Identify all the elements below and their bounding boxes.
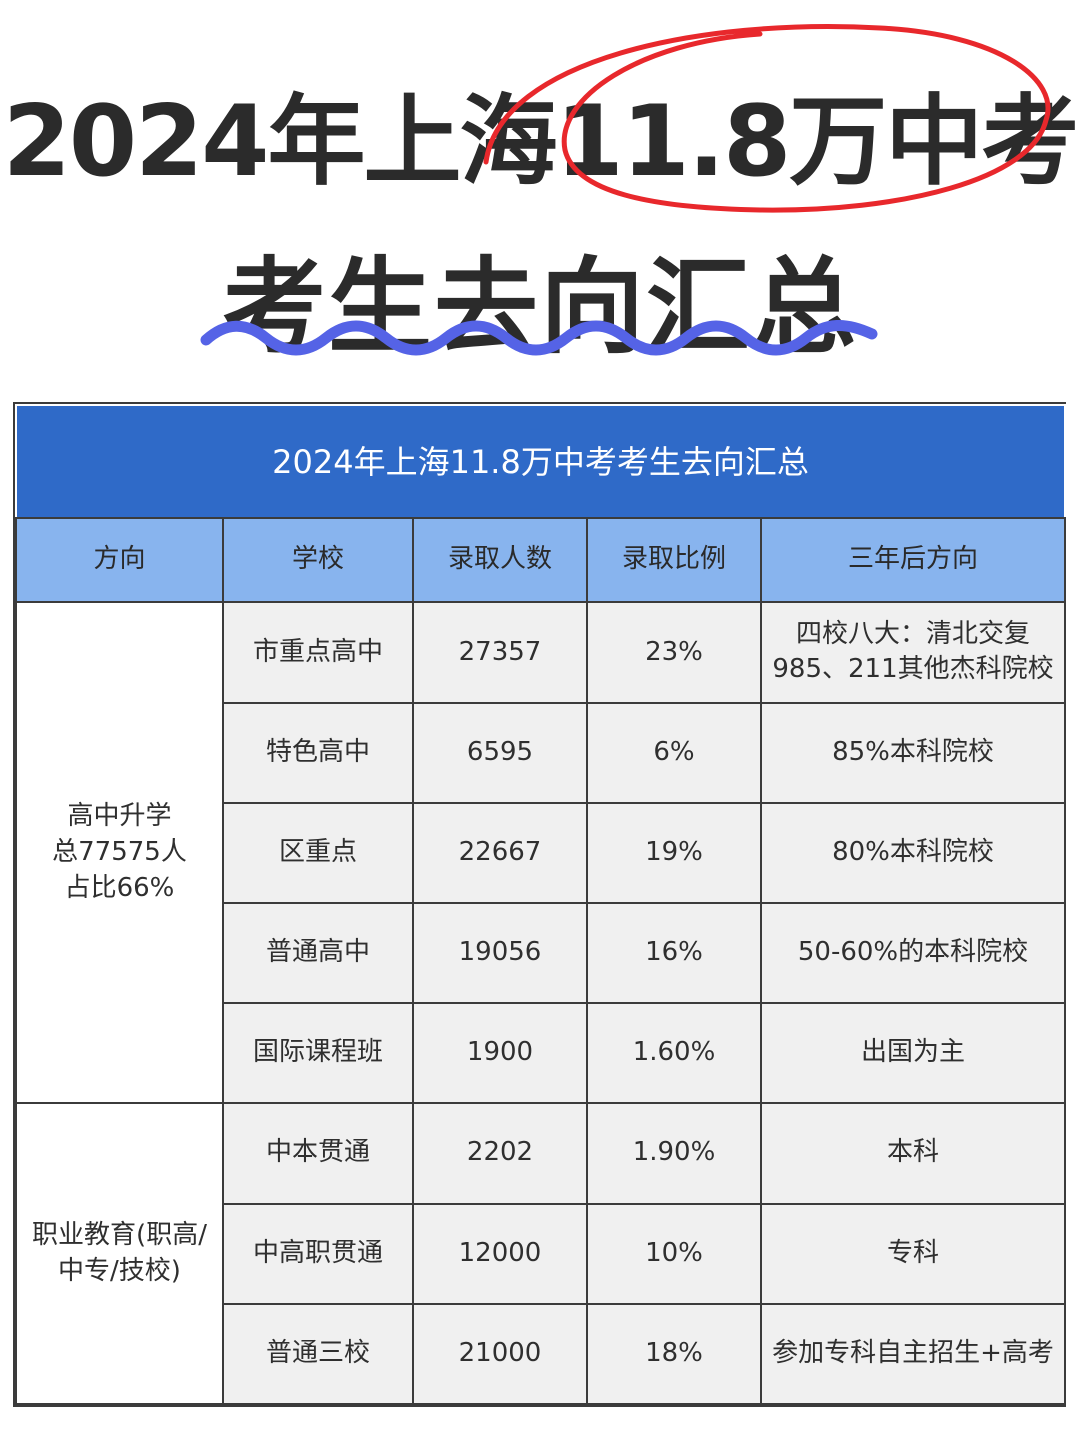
- destination-cell: 80%本科院校: [760, 801, 1066, 904]
- admitted-cell: 27357: [412, 601, 588, 704]
- admitted-cell: 21000: [412, 1302, 588, 1406]
- ratio-cell: 1.90%: [586, 1102, 762, 1205]
- admitted-cell: 6595: [412, 701, 588, 804]
- admitted-cell: 1900: [412, 1002, 588, 1105]
- column-header-admitted: 录取人数: [412, 517, 588, 604]
- school-cell: 普通三校: [222, 1302, 414, 1406]
- ratio-cell: 16%: [586, 901, 762, 1005]
- table-header-row: 方向 学校 录取人数 录取比例 三年后方向: [15, 517, 1066, 604]
- red-circle-mark: [483, 24, 1051, 213]
- table-row: 普通高中 19056 16% 50-60%的本科院校: [16, 901, 1066, 1005]
- ratio-cell: 23%: [586, 601, 762, 704]
- destination-cell: 50-60%的本科院校: [760, 901, 1066, 1005]
- headline-line-1: 2024年上海11.8万中考: [2, 85, 1080, 199]
- admitted-cell: 19056: [412, 901, 588, 1005]
- table-row: 中高职贯通 12000 10% 专科: [16, 1202, 1066, 1305]
- ratio-cell: 19%: [586, 801, 762, 904]
- blue-wavy-underline: [200, 319, 878, 356]
- destination-cell: 专科: [760, 1202, 1066, 1305]
- headline-decoration: [200, 24, 1051, 356]
- column-header-destination: 三年后方向: [760, 517, 1066, 604]
- destination-cell: 出国为主: [760, 1002, 1066, 1105]
- ratio-cell: 10%: [586, 1202, 762, 1305]
- school-cell: 国际课程班: [222, 1002, 414, 1105]
- table-row: 高中升学 总77575人 占比66% 市重点高中 27357 23% 四校八大：清北交复…: [15, 601, 1066, 1105]
- direction-cell: 职业教育(职高/ 中专/技校): [15, 1102, 224, 1405]
- school-cell: 区重点: [222, 801, 414, 904]
- column-header-school: 学校: [222, 517, 414, 604]
- admission-table: 2024年上海11.8万中考考生去向汇总 方向 学校 录取人数 录取比例 三年后…: [13, 402, 1066, 1407]
- school-cell: 市重点高中: [222, 601, 414, 704]
- school-cell: 中高职贯通: [222, 1202, 414, 1305]
- table-row: 特色高中 6595 6% 85%本科院校: [16, 701, 1066, 804]
- destination-cell: 本科: [760, 1102, 1066, 1205]
- school-cell: 特色高中: [222, 701, 414, 804]
- destination-cell: 85%本科院校: [760, 701, 1066, 804]
- school-cell: 中本贯通: [222, 1102, 414, 1205]
- school-cell: 普通高中: [222, 901, 414, 1005]
- direction-cell: 高中升学 总77575人 占比66%: [15, 601, 224, 1105]
- table-caption: 2024年上海11.8万中考考生去向汇总: [15, 403, 1066, 520]
- ratio-cell: 6%: [586, 701, 762, 804]
- admitted-cell: 2202: [412, 1102, 588, 1205]
- destination-cell: 参加专科自主招生+高考: [760, 1302, 1066, 1406]
- ratio-cell: 18%: [586, 1302, 762, 1406]
- table-row: 国际课程班 1900 1.60% 出国为主: [16, 1002, 1066, 1105]
- table-row: 职业教育(职高/ 中专/技校) 中本贯通 2202 1.90% 本科: [15, 1102, 1066, 1405]
- table-row: 普通三校 21000 18% 参加专科自主招生+高考: [16, 1302, 1066, 1406]
- column-header-ratio: 录取比例: [586, 517, 762, 604]
- admitted-cell: 22667: [412, 801, 588, 904]
- destination-cell: 四校八大：清北交复 985、211其他杰科院校: [760, 601, 1066, 704]
- ratio-cell: 1.60%: [586, 1002, 762, 1105]
- table-row: 区重点 22667 19% 80%本科院校: [16, 801, 1066, 904]
- admitted-cell: 12000: [412, 1202, 588, 1305]
- headline: 2024年上海11.8万中考 考生去向汇总: [0, 0, 1080, 380]
- column-header-direction: 方向: [15, 517, 224, 604]
